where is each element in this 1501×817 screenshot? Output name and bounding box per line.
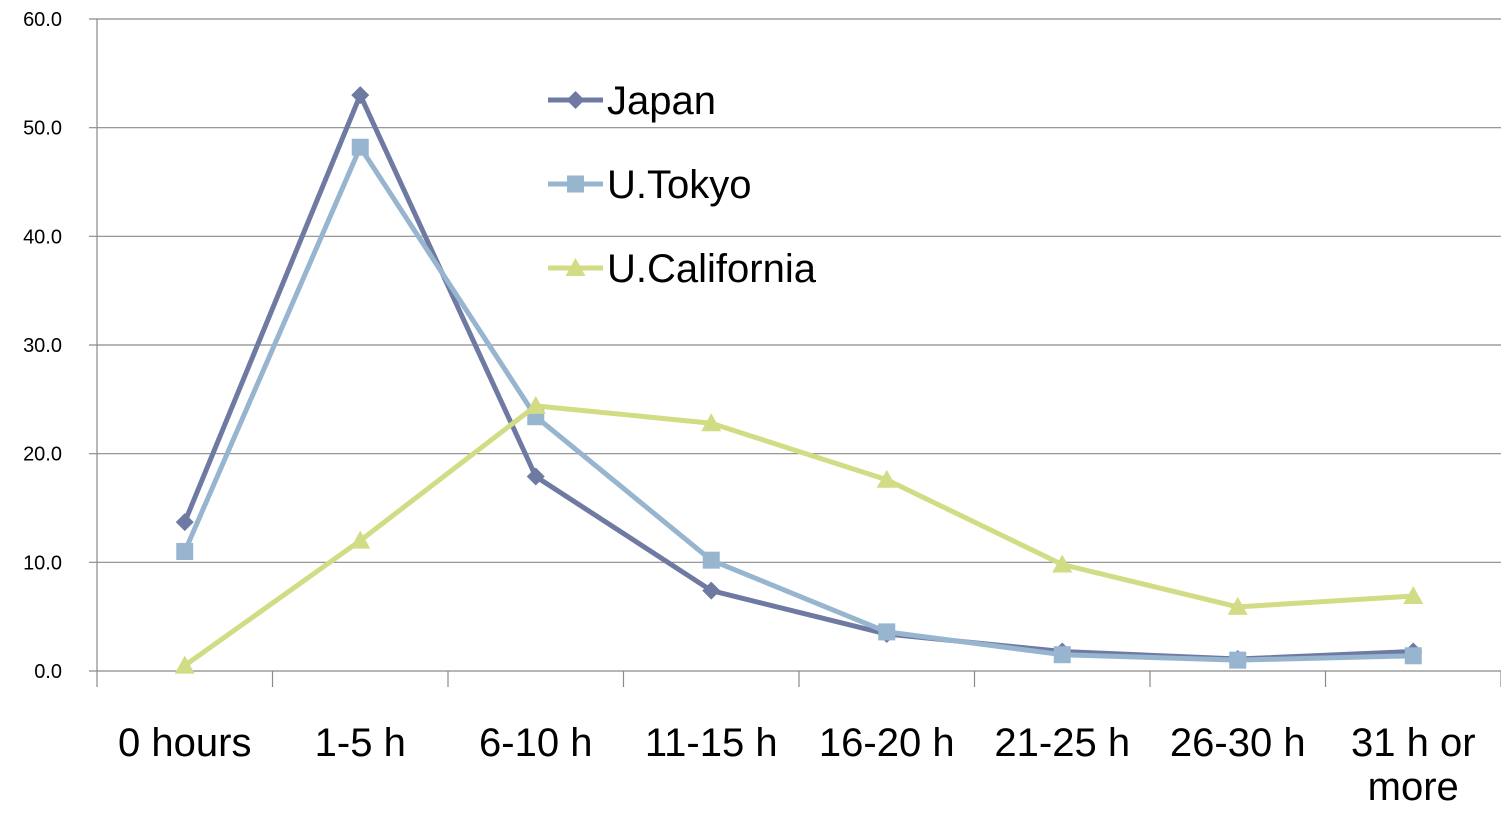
- data-point-square: [176, 542, 194, 560]
- y-tick-label: 60.0: [23, 9, 62, 31]
- legend-label: Japan: [607, 79, 716, 123]
- axes: [89, 19, 1501, 687]
- data-point-square: [1404, 647, 1422, 665]
- data-point-square: [351, 138, 369, 156]
- series-line: [182, 144, 1414, 663]
- data-point-square: [878, 623, 896, 641]
- legend: Japan U.Tokyo U.California: [548, 79, 817, 291]
- series-u-tokyo: [176, 138, 1422, 669]
- data-point-square: [1053, 646, 1071, 664]
- series-group: [174, 86, 1424, 674]
- data-point-diamond: [526, 467, 545, 486]
- series-japan: [175, 86, 1423, 669]
- legend-label: U.California: [607, 247, 817, 291]
- x-tick-label: 6-10 h: [479, 721, 592, 765]
- legend-entry: Japan: [548, 79, 716, 123]
- data-point-square: [1229, 651, 1247, 669]
- y-tick-label: 50.0: [23, 118, 62, 140]
- x-tick-label: 26-30 h: [1170, 721, 1306, 765]
- data-point-triangle: [1052, 554, 1073, 573]
- x-tick-label: 21-25 h: [994, 721, 1130, 765]
- data-point-triangle: [701, 413, 722, 432]
- data-point-square: [702, 551, 720, 569]
- series-u-california: [174, 395, 1424, 674]
- data-point-triangle: [350, 530, 371, 549]
- data-point-diamond: [175, 513, 194, 532]
- legend-marker-triangle: [565, 258, 586, 276]
- data-point-triangle: [174, 655, 195, 674]
- y-axis-tick-labels: 0.0 10.0 20.0 30.0 40.0 50.0 60.0: [23, 9, 62, 683]
- y-tick-label: 20.0: [23, 444, 62, 466]
- x-tick-label: 11-15 h: [645, 721, 778, 765]
- data-point-diamond: [351, 86, 370, 105]
- y-tick-label: 0.0: [34, 661, 62, 683]
- series-line: [183, 403, 1414, 668]
- data-point-triangle: [525, 395, 546, 414]
- y-tick-label: 30.0: [23, 335, 62, 357]
- data-point-triangle: [1403, 586, 1424, 605]
- x-tick-label: 31 h or more: [1351, 721, 1476, 809]
- legend-entry: U.California: [548, 247, 817, 291]
- series-line: [182, 92, 1414, 662]
- legend-marker-diamond: [566, 91, 585, 109]
- x-axis-tick-labels: 0 hours 1-5 h 6-10 h 11-15 h 16-20 h 21-25 h 2…: [118, 721, 1475, 809]
- data-point-triangle: [876, 469, 897, 488]
- x-tick-label: 1-5 h: [315, 721, 406, 765]
- legend-label: U.Tokyo: [607, 163, 752, 207]
- data-point-diamond: [702, 581, 721, 600]
- x-tick-label: 0 hours: [118, 721, 251, 765]
- x-tick-label: 16-20 h: [819, 721, 955, 765]
- legend-entry: U.Tokyo: [548, 163, 752, 207]
- data-point-triangle: [1227, 596, 1248, 615]
- y-tick-label: 10.0: [23, 552, 62, 574]
- gridlines: [89, 18, 1501, 563]
- y-tick-label: 40.0: [23, 226, 62, 248]
- legend-marker-square: [567, 175, 584, 193]
